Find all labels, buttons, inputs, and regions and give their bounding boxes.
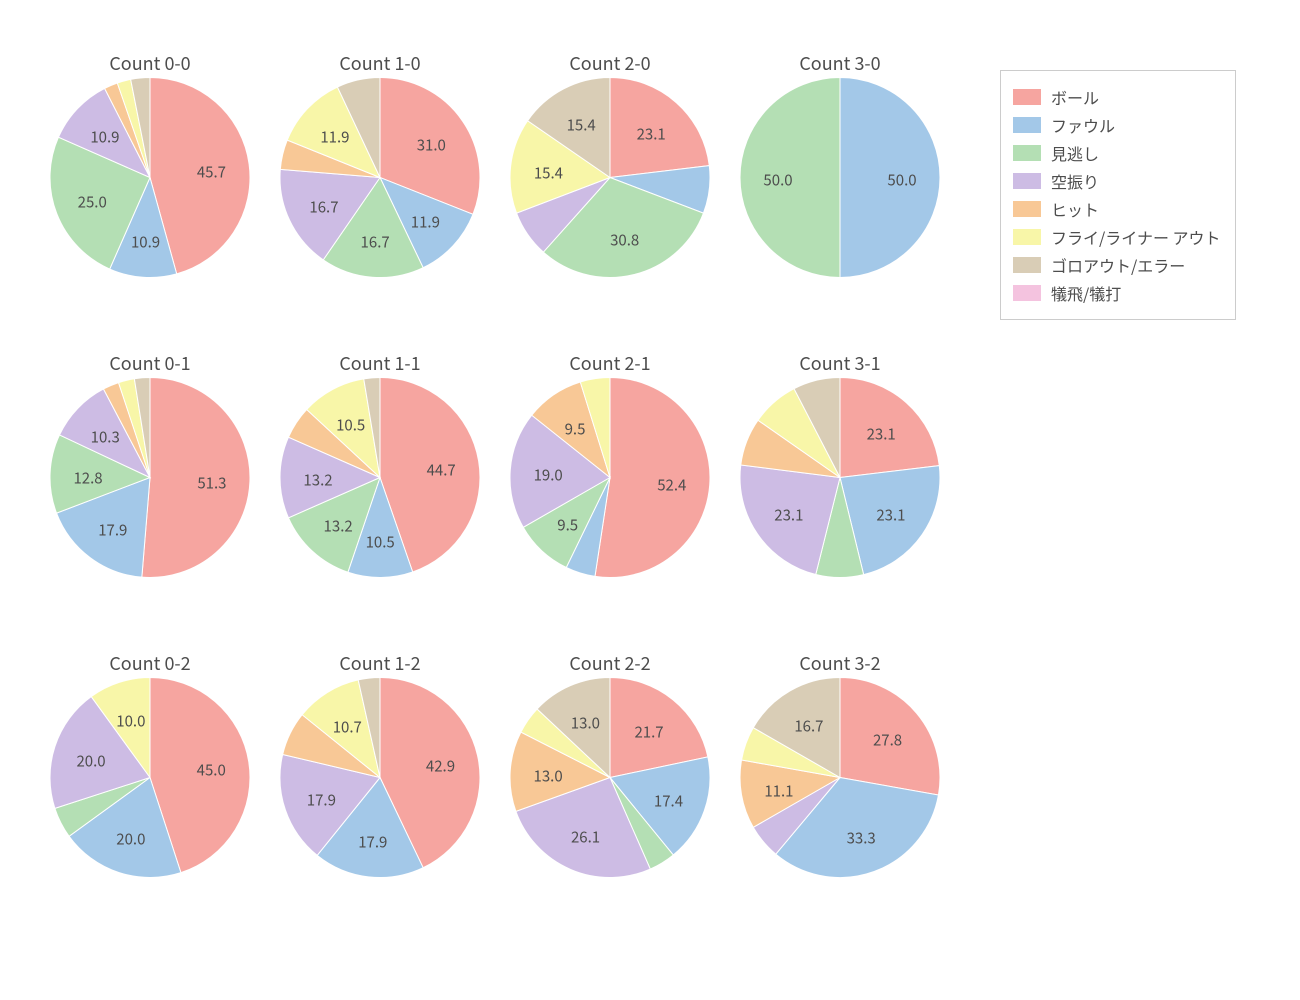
legend-item: ボール (1013, 85, 1221, 109)
pie-slice-label: 17.9 (358, 831, 387, 852)
chart-title: Count 1-0 (270, 50, 490, 76)
pie-slice-label: 26.1 (571, 826, 600, 847)
pie-slice-label: 23.1 (876, 505, 905, 526)
chart-title: Count 3-1 (730, 350, 950, 376)
legend-item: ゴロアウト/エラー (1013, 253, 1221, 277)
pie-slice-label: 23.1 (774, 505, 803, 526)
legend-item: ヒット (1013, 197, 1221, 221)
pie-slice-label: 10.5 (336, 415, 365, 436)
pie-slice-label: 51.3 (197, 472, 226, 493)
legend-label: ゴロアウト/エラー (1051, 253, 1185, 277)
pie-slice-label: 20.0 (76, 750, 105, 771)
legend-swatch (1013, 285, 1041, 301)
legend-item: 犠飛/犠打 (1013, 281, 1221, 305)
pie-slice-label: 10.9 (131, 231, 160, 252)
chart-title: Count 2-2 (500, 650, 720, 676)
legend-label: ボール (1051, 85, 1099, 109)
chart-title: Count 2-0 (500, 50, 720, 76)
chart-grid: Count 0-0 45.7 10.9 25.0 10.9 Count 1-0 31.0 11… (0, 0, 1300, 1000)
pie-slice-label: 44.7 (427, 459, 456, 480)
legend-label: ヒット (1051, 197, 1099, 221)
legend-swatch (1013, 145, 1041, 161)
legend-item: ファウル (1013, 113, 1221, 137)
legend-swatch (1013, 201, 1041, 217)
pie-slice-label: 13.2 (303, 470, 332, 491)
chart-title: Count 3-2 (730, 650, 950, 676)
pie-slice-label: 42.9 (426, 756, 455, 777)
pie-slice-label: 15.4 (567, 115, 596, 136)
pie-slice-label: 20.0 (116, 828, 145, 849)
pie-slice-label: 30.8 (610, 230, 639, 251)
legend-swatch (1013, 89, 1041, 105)
pie-slice-label: 10.7 (333, 717, 362, 738)
chart-title: Count 2-1 (500, 350, 720, 376)
pie-slice-label: 11.9 (411, 212, 440, 233)
pie-slice-label: 50.0 (887, 170, 916, 191)
pie-slice-label: 17.4 (654, 790, 683, 811)
pie-chart (740, 378, 940, 583)
pie-slice-label: 17.9 (307, 790, 336, 811)
pie-slice-label: 9.5 (565, 418, 586, 439)
legend-label: 犠飛/犠打 (1051, 281, 1121, 305)
pie-slice-label: 23.1 (867, 423, 896, 444)
chart-title: Count 3-0 (730, 50, 950, 76)
pie-slice-label: 50.0 (763, 170, 792, 191)
legend-item: 見逃し (1013, 141, 1221, 165)
pie-slice-label: 27.8 (873, 730, 902, 751)
pie-slice-label: 10.9 (90, 127, 119, 148)
pie-slice-label: 45.0 (197, 760, 226, 781)
pie-slice-label: 19.0 (534, 465, 563, 486)
pie-slice-label: 17.9 (98, 519, 127, 540)
pie-slice-label: 23.1 (637, 123, 666, 144)
pie-slice-label: 13.2 (324, 515, 353, 536)
pie-slice-label: 11.1 (764, 780, 793, 801)
legend-label: ファウル (1051, 113, 1115, 137)
pie-slice-label: 16.7 (309, 196, 338, 217)
pie-slice-label: 10.5 (366, 531, 395, 552)
legend-label: 空振り (1051, 169, 1099, 193)
legend-label: 見逃し (1051, 141, 1099, 165)
pie-slice-label: 10.3 (91, 427, 120, 448)
pie-slice-label: 25.0 (78, 192, 107, 213)
pie-slice-label: 16.7 (361, 231, 390, 252)
pie-slice-label: 12.8 (73, 467, 102, 488)
pie-slice-label: 10.0 (116, 711, 145, 732)
chart-title: Count 0-0 (40, 50, 260, 76)
legend-swatch (1013, 173, 1041, 189)
pie-slice-label: 33.3 (847, 828, 876, 849)
legend-swatch (1013, 229, 1041, 245)
chart-title: Count 1-2 (270, 650, 490, 676)
pie-slice-label: 16.7 (794, 716, 823, 737)
legend-swatch (1013, 257, 1041, 273)
legend-label: フライ/ライナー アウト (1051, 225, 1221, 249)
pie-slice-label: 11.9 (320, 127, 349, 148)
legend: ボールファウル見逃し空振りヒットフライ/ライナー アウトゴロアウト/エラー犠飛/… (1000, 70, 1236, 320)
pie-slice-label: 52.4 (657, 474, 686, 495)
chart-title: Count 0-2 (40, 650, 260, 676)
pie-slice-label: 13.0 (534, 766, 563, 787)
legend-item: フライ/ライナー アウト (1013, 225, 1221, 249)
pie-slice-label: 45.7 (197, 161, 226, 182)
pie-slice-label: 13.0 (571, 713, 600, 734)
legend-item: 空振り (1013, 169, 1221, 193)
chart-title: Count 1-1 (270, 350, 490, 376)
pie-slice-label: 15.4 (534, 162, 563, 183)
pie-slice-label: 21.7 (634, 721, 663, 742)
pie-slice-label: 9.5 (557, 515, 578, 536)
pie-slice-label: 31.0 (417, 135, 446, 156)
chart-title: Count 0-1 (40, 350, 260, 376)
legend-swatch (1013, 117, 1041, 133)
